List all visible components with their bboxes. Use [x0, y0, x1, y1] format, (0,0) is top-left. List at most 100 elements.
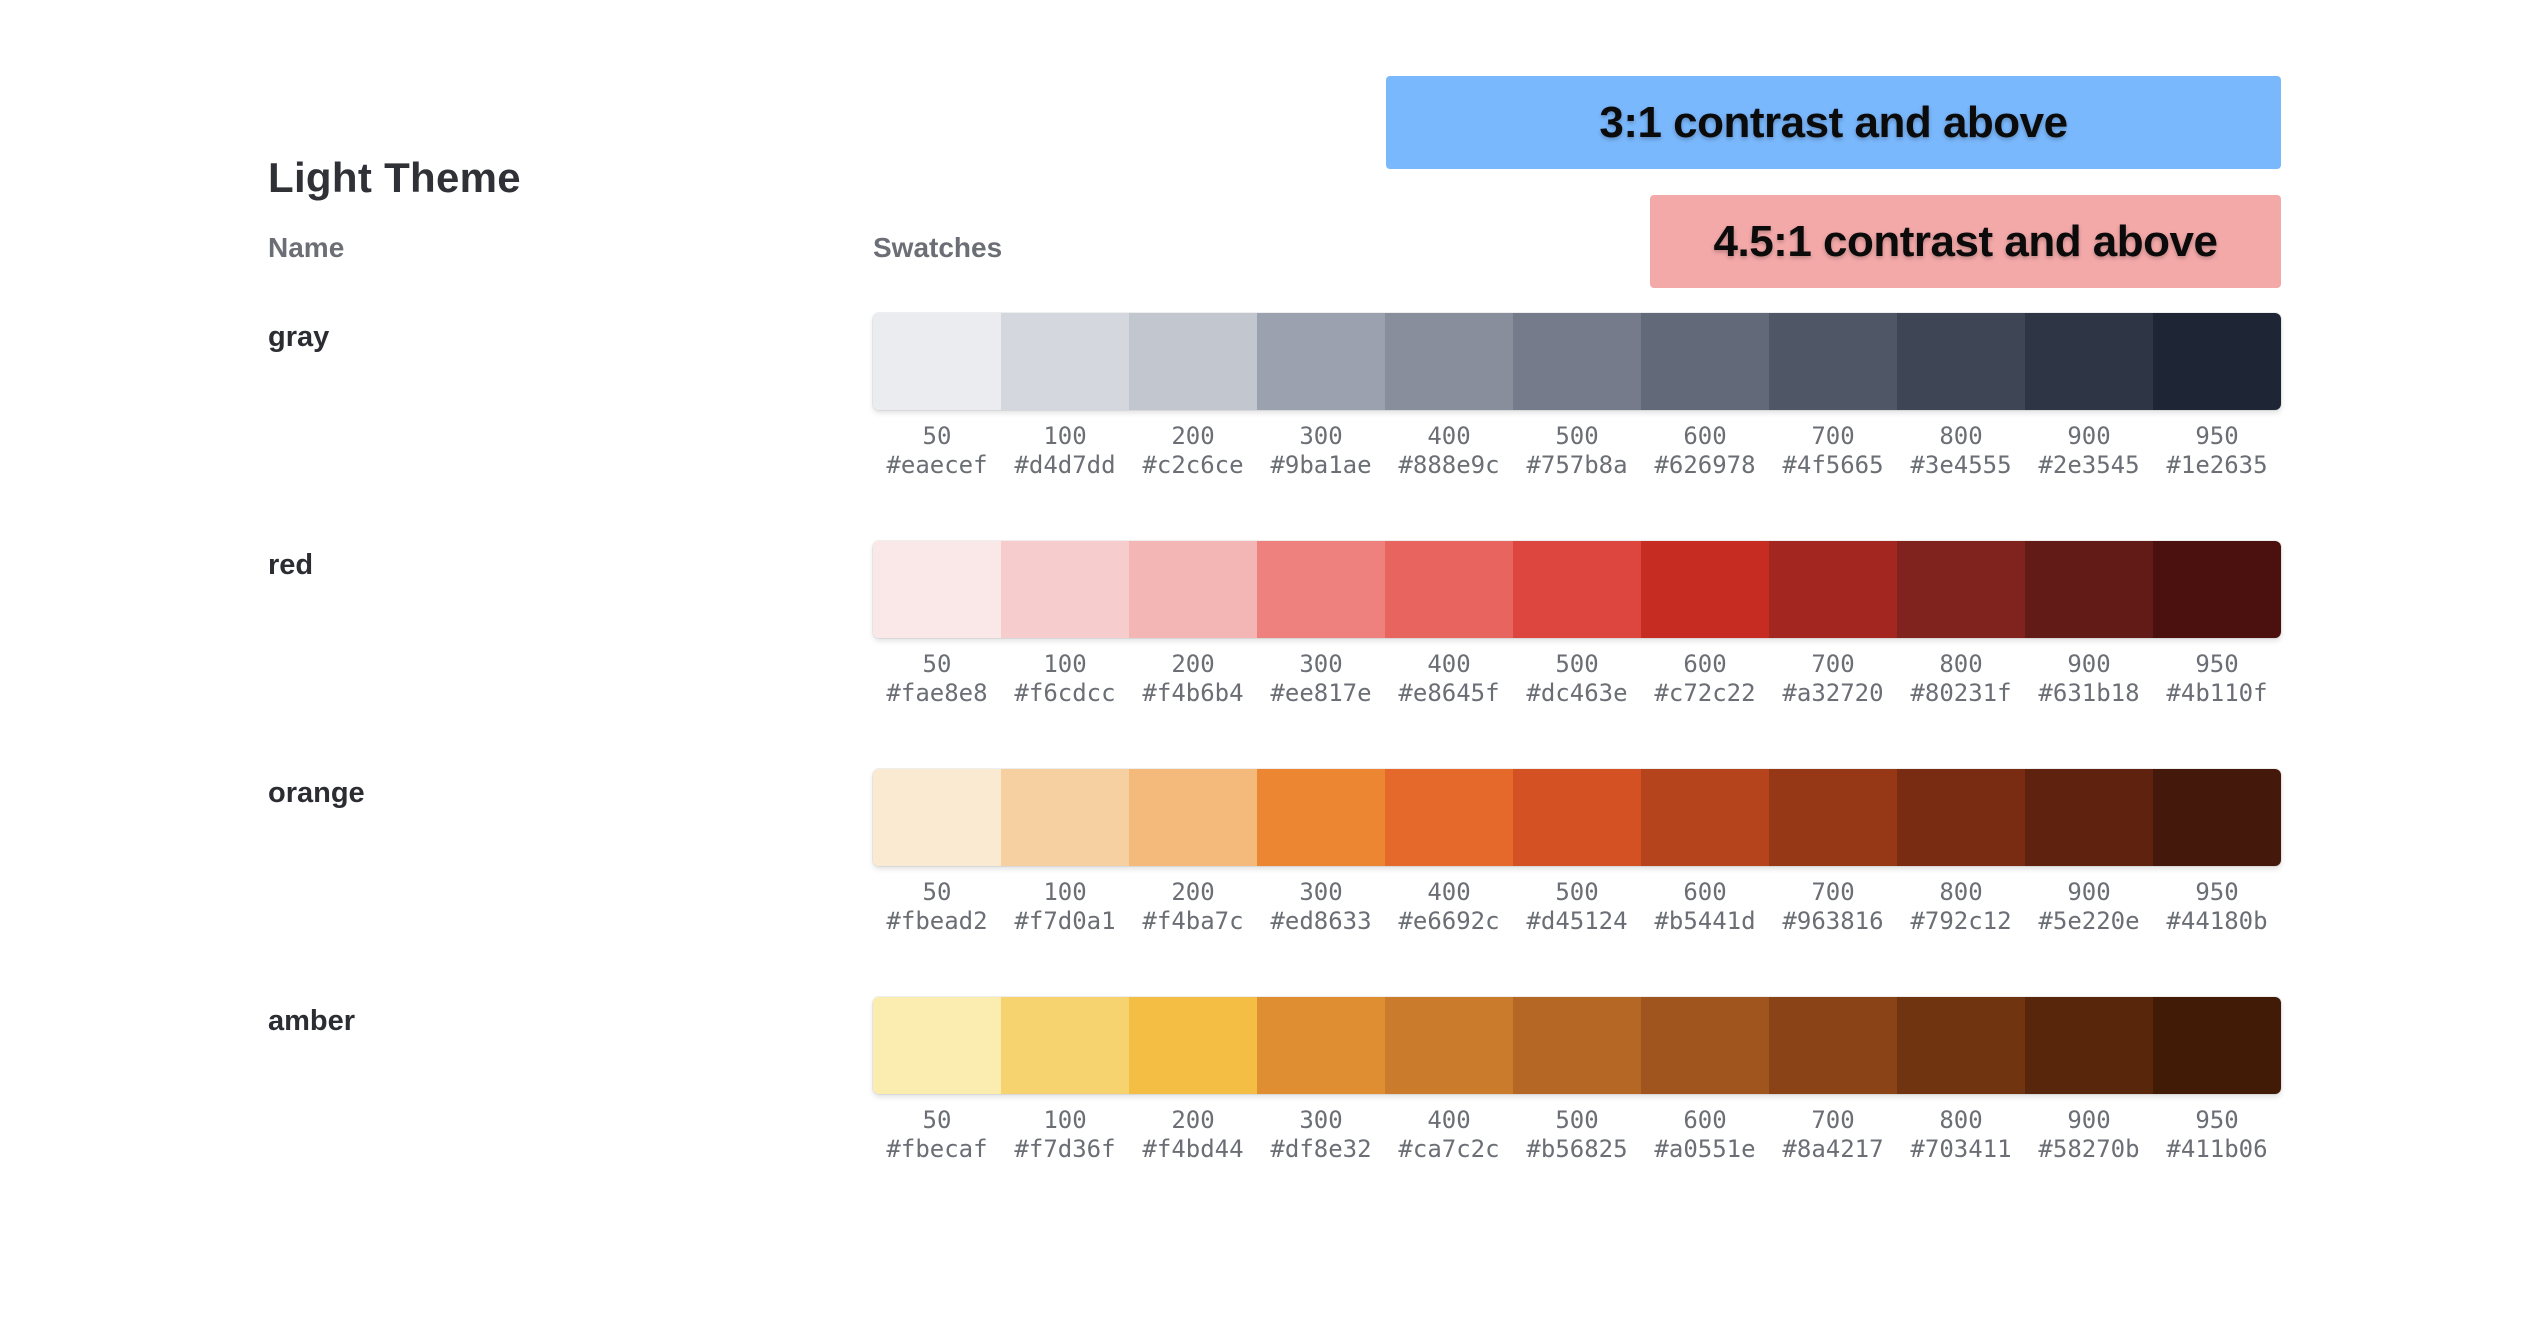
swatch-hex: #963816	[1782, 907, 1884, 935]
swatch-gray-500[interactable]	[1513, 313, 1641, 410]
swatch-gray-100[interactable]	[1001, 313, 1129, 410]
swatch-label: 500 #dc463e	[1513, 650, 1641, 708]
swatch-label: 600 #c72c22	[1641, 650, 1769, 708]
swatch-gray-800[interactable]	[1897, 313, 2025, 410]
swatch-red-300[interactable]	[1257, 541, 1385, 638]
swatch-step: 500	[1555, 422, 1599, 450]
swatch-red-200[interactable]	[1129, 541, 1257, 638]
swatch-step: 200	[1171, 422, 1215, 450]
name-column-header: Name	[268, 232, 345, 263]
swatch-orange-200[interactable]	[1129, 769, 1257, 866]
swatch-hex: #80231f	[1910, 679, 2012, 707]
swatch-red-600[interactable]	[1641, 541, 1769, 638]
swatch-orange-950[interactable]	[2153, 769, 2281, 866]
swatch-red-950[interactable]	[2153, 541, 2281, 638]
swatch-gray-950[interactable]	[2153, 313, 2281, 410]
swatch-orange-900[interactable]	[2025, 769, 2153, 866]
swatch-orange-400[interactable]	[1385, 769, 1513, 866]
swatch-hex: #c72c22	[1654, 679, 1756, 707]
swatch-gray-300[interactable]	[1257, 313, 1385, 410]
swatch-amber-50[interactable]	[873, 997, 1001, 1094]
palette-name: orange	[268, 777, 365, 809]
swatch-step: 400	[1427, 422, 1471, 450]
swatch-amber-400[interactable]	[1385, 997, 1513, 1094]
swatch-step: 300	[1299, 1106, 1343, 1134]
swatch-hex: #631b18	[2038, 679, 2140, 707]
swatch-hex: #2e3545	[2038, 451, 2140, 479]
swatch-label: 900 #58270b	[2025, 1106, 2153, 1164]
swatch-step: 300	[1299, 650, 1343, 678]
swatch-label: 900 #5e220e	[2025, 878, 2153, 936]
swatch-hex: #df8e32	[1270, 1135, 1372, 1163]
swatch-orange-50[interactable]	[873, 769, 1001, 866]
swatch-label-row: 50 #fbead2 100 #f7d0a1 200 #f4ba7c 300 #ed8633 4…	[873, 878, 2281, 936]
swatch-red-100[interactable]	[1001, 541, 1129, 638]
swatch-amber-950[interactable]	[2153, 997, 2281, 1094]
swatch-label: 900 #631b18	[2025, 650, 2153, 708]
swatch-red-500[interactable]	[1513, 541, 1641, 638]
swatch-amber-500[interactable]	[1513, 997, 1641, 1094]
palette-row-orange: orange 50 #fbead2 100 #f7d0a1 200 #f4ba7c 300 #e…	[0, 769, 2530, 979]
swatch-red-700[interactable]	[1769, 541, 1897, 638]
swatch-gray-900[interactable]	[2025, 313, 2153, 410]
swatch-amber-600[interactable]	[1641, 997, 1769, 1094]
swatch-red-50[interactable]	[873, 541, 1001, 638]
swatch-red-400[interactable]	[1385, 541, 1513, 638]
swatch-label: 100 #f7d0a1	[1001, 878, 1129, 936]
swatch-hex: #fbecaf	[886, 1135, 988, 1163]
swatch-orange-500[interactable]	[1513, 769, 1641, 866]
swatch-step: 700	[1811, 1106, 1855, 1134]
swatch-label-row: 50 #eaecef 100 #d4d7dd 200 #c2c6ce 300 #9ba1ae 4…	[873, 422, 2281, 480]
swatch-hex: #4f5665	[1782, 451, 1884, 479]
swatch-hex: #5e220e	[2038, 907, 2140, 935]
swatch-red-800[interactable]	[1897, 541, 2025, 638]
swatch-step: 600	[1683, 878, 1727, 906]
swatch-orange-700[interactable]	[1769, 769, 1897, 866]
swatch-hex: #58270b	[2038, 1135, 2140, 1163]
swatch-label-row: 50 #fbecaf 100 #f7d36f 200 #f4bd44 300 #df8e32 4…	[873, 1106, 2281, 1164]
swatch-amber-800[interactable]	[1897, 997, 2025, 1094]
swatch-hex: #9ba1ae	[1270, 451, 1372, 479]
swatch-step: 600	[1683, 650, 1727, 678]
swatch-step: 200	[1171, 650, 1215, 678]
swatch-amber-300[interactable]	[1257, 997, 1385, 1094]
swatch-step: 500	[1555, 1106, 1599, 1134]
swatch-label: 200 #c2c6ce	[1129, 422, 1257, 480]
swatch-gray-50[interactable]	[873, 313, 1001, 410]
swatch-label: 400 #888e9c	[1385, 422, 1513, 480]
swatch-hex: #ca7c2c	[1398, 1135, 1500, 1163]
swatch-amber-100[interactable]	[1001, 997, 1129, 1094]
swatch-gray-400[interactable]	[1385, 313, 1513, 410]
swatch-label: 950 #1e2635	[2153, 422, 2281, 480]
contrast-45-banner-label: 4.5:1 contrast and above	[1713, 216, 2218, 266]
swatch-amber-900[interactable]	[2025, 997, 2153, 1094]
palette-row-amber: amber 50 #fbecaf 100 #f7d36f 200 #f4bd44 300 #df…	[0, 997, 2530, 1207]
swatch-amber-700[interactable]	[1769, 997, 1897, 1094]
swatch-orange-600[interactable]	[1641, 769, 1769, 866]
swatch-step: 900	[2067, 422, 2111, 450]
swatch-hex: #f7d36f	[1014, 1135, 1116, 1163]
swatch-hex: #a0551e	[1654, 1135, 1756, 1163]
swatch-label: 50 #fbead2	[873, 878, 1001, 936]
swatch-hex: #f4b6b4	[1142, 679, 1244, 707]
swatch-red-900[interactable]	[2025, 541, 2153, 638]
swatch-step: 400	[1427, 650, 1471, 678]
swatch-amber-200[interactable]	[1129, 997, 1257, 1094]
swatch-orange-100[interactable]	[1001, 769, 1129, 866]
swatch-label: 100 #f7d36f	[1001, 1106, 1129, 1164]
swatch-label: 600 #a0551e	[1641, 1106, 1769, 1164]
swatch-gray-700[interactable]	[1769, 313, 1897, 410]
swatch-bar	[873, 769, 2281, 866]
swatch-gray-200[interactable]	[1129, 313, 1257, 410]
swatch-label: 700 #8a4217	[1769, 1106, 1897, 1164]
swatch-step: 100	[1043, 1106, 1087, 1134]
swatch-step: 400	[1427, 1106, 1471, 1134]
swatch-step: 950	[2195, 650, 2239, 678]
swatch-gray-600[interactable]	[1641, 313, 1769, 410]
swatch-label: 50 #fbecaf	[873, 1106, 1001, 1164]
swatch-label: 950 #411b06	[2153, 1106, 2281, 1164]
swatch-bar	[873, 997, 2281, 1094]
swatch-orange-300[interactable]	[1257, 769, 1385, 866]
swatch-orange-800[interactable]	[1897, 769, 2025, 866]
swatch-label: 50 #fae8e8	[873, 650, 1001, 708]
